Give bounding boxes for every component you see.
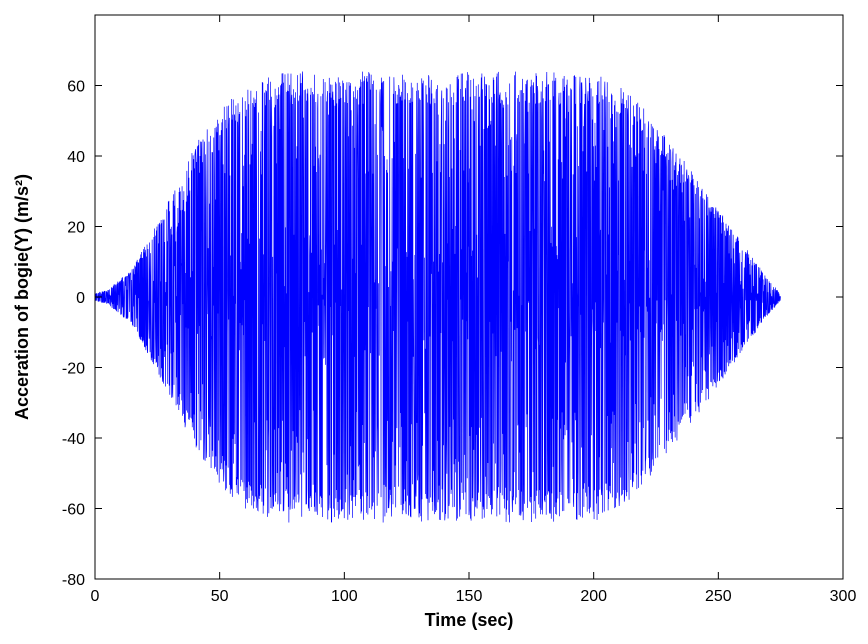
y-tick-label: 40 bbox=[67, 149, 85, 166]
y-tick-label: 60 bbox=[67, 79, 85, 96]
y-tick-label: -80 bbox=[62, 572, 85, 589]
x-tick-label: 250 bbox=[705, 588, 732, 605]
x-tick-label: 200 bbox=[580, 588, 607, 605]
y-tick-label: 20 bbox=[67, 220, 85, 237]
x-tick-label: 300 bbox=[830, 588, 857, 605]
y-tick-label: -20 bbox=[62, 361, 85, 378]
x-tick-label: 150 bbox=[456, 588, 483, 605]
y-tick-label: -40 bbox=[62, 431, 85, 448]
y-tick-label: 0 bbox=[76, 290, 85, 307]
chart-container: 0 50 100 150 200 250 300 -80 -60 -40 -20 0 20 40 60 Tim… bbox=[0, 0, 868, 644]
y-axis-label: Acceration of bogie(Y) (m/s²) bbox=[12, 174, 32, 420]
x-tick-label: 0 bbox=[91, 588, 100, 605]
x-axis-label: Time (sec) bbox=[425, 610, 514, 630]
acceleration-chart: 0 50 100 150 200 250 300 -80 -60 -40 -20 0 20 40 60 Tim… bbox=[0, 0, 868, 644]
y-tick-label: -60 bbox=[62, 502, 85, 519]
x-tick-label: 100 bbox=[331, 588, 358, 605]
x-tick-label: 50 bbox=[211, 588, 229, 605]
